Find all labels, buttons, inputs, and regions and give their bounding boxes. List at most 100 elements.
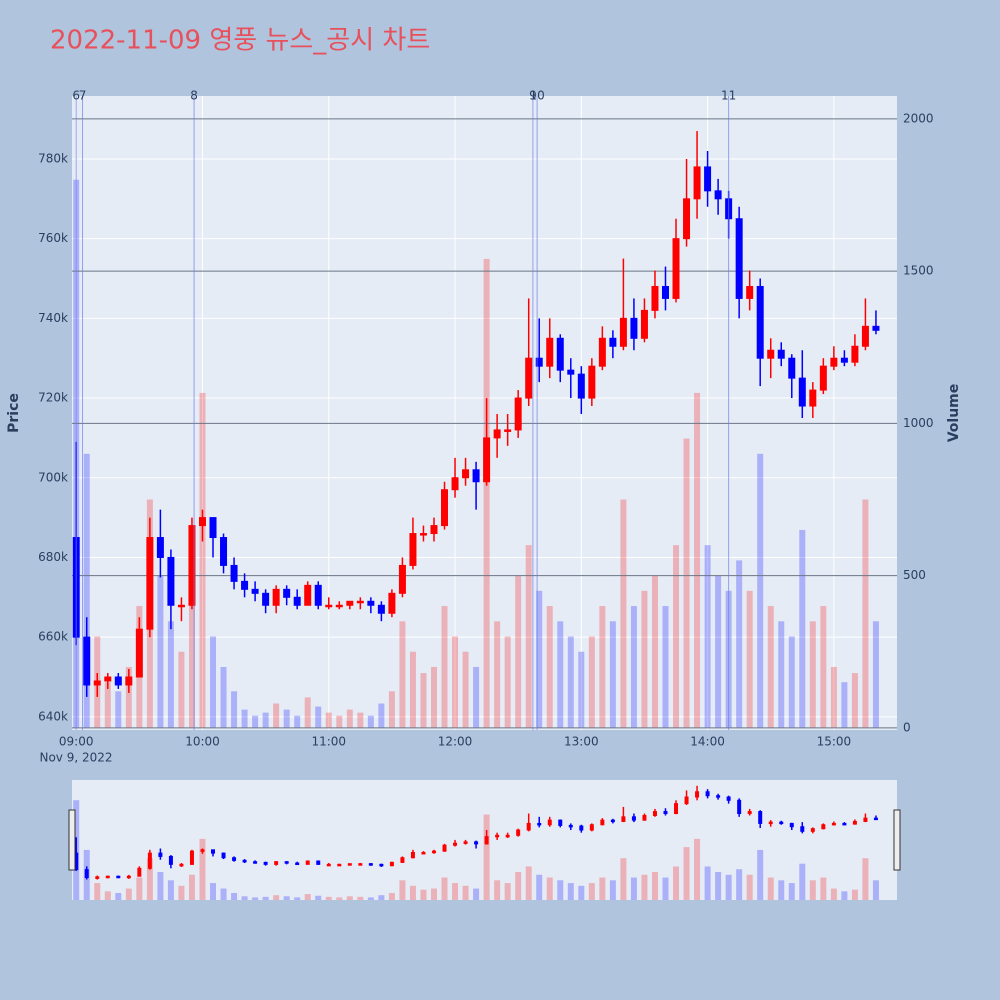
candle-body: [198, 517, 206, 527]
slider-volume-bar: [651, 871, 658, 900]
candle-body: [661, 285, 669, 299]
slider-volume-bar: [388, 892, 395, 900]
candle-body: [377, 604, 385, 614]
slider-volume-bar: [494, 880, 501, 900]
range-slider[interactable]: [72, 780, 897, 900]
candle-body: [251, 588, 259, 594]
candle-body: [409, 533, 417, 566]
volume-bar: [736, 560, 743, 728]
candle-body: [514, 397, 522, 431]
slider-volume-bar: [872, 880, 879, 900]
candle-body: [346, 600, 354, 606]
volume-bar: [325, 712, 332, 728]
slider-candle-body: [316, 860, 321, 865]
volume-bar: [788, 636, 795, 728]
slider-candle-body: [705, 791, 710, 797]
candle-body: [209, 517, 217, 539]
volume-bar: [294, 715, 301, 728]
candle-body: [104, 676, 112, 682]
slider-candle-body: [726, 796, 731, 801]
slider-volume-bar: [199, 838, 206, 900]
candle-body: [630, 317, 638, 339]
y2-tick-label: 500: [903, 568, 926, 582]
slider-volume-bar: [630, 877, 637, 900]
slider-candle-body: [474, 841, 479, 845]
slider-volume-bar: [641, 874, 648, 900]
slider-candle-body: [758, 811, 763, 824]
candle-body: [746, 285, 754, 299]
news-label: 8: [190, 89, 198, 103]
slider-volume-bar: [409, 885, 416, 900]
volume-bar: [651, 575, 658, 728]
slider-volume-bar: [525, 866, 532, 900]
slider-candle-body: [495, 834, 500, 838]
x-tick-label: 10:00: [185, 735, 220, 749]
volume-bar: [494, 621, 501, 728]
volume-bar: [820, 606, 827, 728]
slider-candle-body: [379, 863, 384, 867]
slider-candle-body: [168, 855, 173, 865]
slider-volume-bar: [662, 877, 669, 900]
x-tick-label: 14:00: [690, 735, 725, 749]
volume-bar: [388, 691, 395, 728]
y-tick-label: 660k: [38, 630, 68, 644]
slider-volume-bar: [399, 880, 406, 900]
slider-candle-body: [842, 822, 847, 826]
slider-candle-body: [126, 875, 131, 879]
volume-bar: [694, 392, 701, 728]
slider-volume-bar: [788, 883, 795, 900]
slider-volume-bar: [599, 877, 606, 900]
news-label: 9: [529, 89, 537, 103]
slider-volume-bar: [515, 871, 522, 900]
candle-body: [188, 525, 196, 606]
slider-candle-body: [284, 861, 289, 864]
slider-candle-body: [211, 849, 216, 854]
slider-candle-body: [253, 861, 258, 864]
volume-bar: [399, 621, 406, 728]
slider-handle[interactable]: [68, 809, 76, 871]
candle-body: [272, 588, 280, 606]
volume-bar: [178, 651, 185, 728]
volume-bar: [851, 673, 858, 728]
slider-volume-bar: [304, 894, 311, 900]
slider-candle-body: [747, 811, 752, 815]
slider-candle-body: [695, 791, 700, 798]
candle-body: [335, 604, 343, 608]
volume-bar: [420, 673, 427, 728]
candle-body: [177, 604, 185, 608]
x-tick-label: 15:00: [817, 735, 852, 749]
slider-candle-body: [863, 817, 868, 822]
volume-bar: [683, 438, 690, 728]
candle-body: [735, 218, 743, 299]
candle-body: [840, 357, 848, 363]
volume-bar: [199, 392, 206, 728]
slider-volume-bar: [820, 877, 827, 900]
candle-body: [577, 373, 585, 399]
candle-body: [83, 636, 91, 686]
volume-bar: [273, 703, 280, 728]
slider-candle-body: [852, 820, 857, 825]
y2-axis-title: Volume: [946, 384, 962, 443]
volume-bar: [252, 715, 259, 728]
candle-body: [619, 317, 627, 347]
volume-bar: [778, 621, 785, 728]
slider-volume-bar: [746, 874, 753, 900]
volume-bar: [525, 545, 532, 728]
slider-handle[interactable]: [893, 809, 901, 871]
slider-candle-body: [568, 824, 573, 828]
slider-candle-body: [84, 869, 89, 879]
candle-body: [546, 337, 554, 367]
slider-volume-bar: [188, 874, 195, 900]
candle-body: [441, 489, 449, 527]
slider-volume-bar: [125, 888, 132, 900]
chart-title: 2022-11-09 영풍 뉴스_공시 차트: [50, 26, 430, 56]
slider-candle-body: [579, 825, 584, 831]
slider-volume-bar: [115, 892, 122, 900]
slider-volume-bar: [673, 866, 680, 900]
candle-body: [640, 309, 648, 339]
slider-candle-body: [337, 863, 342, 867]
candle-body: [756, 285, 764, 359]
candle-body: [851, 345, 859, 363]
slider-candle-body: [410, 851, 415, 859]
volume-bar: [799, 529, 806, 728]
